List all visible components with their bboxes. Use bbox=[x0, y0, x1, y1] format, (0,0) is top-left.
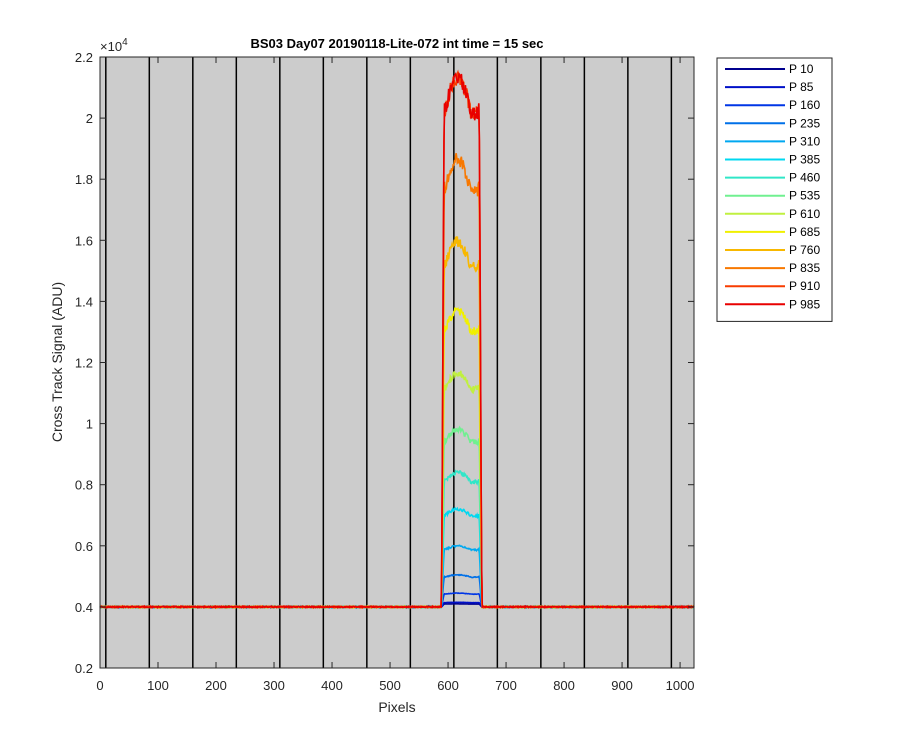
x-tick-label: 200 bbox=[205, 678, 227, 693]
y-tick-label: 2.2 bbox=[75, 50, 93, 65]
plot-background bbox=[100, 57, 694, 668]
legend-entry-label: P 760 bbox=[789, 243, 820, 257]
y-tick-label: 1.6 bbox=[75, 233, 93, 248]
y-tick-label: 2 bbox=[86, 111, 93, 126]
legend-box bbox=[716, 57, 833, 322]
y-axis-label: Cross Track Signal (ADU) bbox=[49, 282, 65, 442]
series-lines bbox=[99, 69, 695, 610]
x-tick-label: 700 bbox=[495, 678, 517, 693]
y-exponent-power: 4 bbox=[122, 37, 128, 48]
x-tick-label: 0 bbox=[96, 678, 103, 693]
series-line-13 bbox=[99, 71, 695, 610]
x-tick-label: 400 bbox=[321, 678, 343, 693]
x-tick-label: 900 bbox=[611, 678, 633, 693]
y-tick-label: 1.2 bbox=[75, 356, 93, 371]
legend-entry-label: P 685 bbox=[789, 225, 820, 239]
y-tick-label: 0.6 bbox=[75, 539, 93, 554]
legend-entry-label: P 460 bbox=[789, 171, 820, 185]
x-axis-label: Pixels bbox=[378, 699, 415, 715]
legend-entry-label: P 160 bbox=[789, 98, 820, 112]
y-tick-label: 1 bbox=[86, 417, 93, 432]
x-tick-label: 500 bbox=[379, 678, 401, 693]
legend-entry-label: P 535 bbox=[789, 189, 820, 203]
y-tick-label: 0.4 bbox=[75, 600, 93, 615]
legend-entry-label: P 235 bbox=[789, 116, 820, 130]
legend-entry-label: P 610 bbox=[789, 207, 820, 221]
x-tick-label: 800 bbox=[553, 678, 575, 693]
vertical-lines bbox=[105, 57, 673, 668]
legend-entry-label: P 385 bbox=[789, 153, 820, 167]
y-tick-label: 0.8 bbox=[75, 478, 93, 493]
y-axis-exponent: ×104 bbox=[100, 37, 128, 54]
chart-title: BS03 Day07 20190118-Lite-072 int time = … bbox=[250, 36, 543, 51]
legend-entry-label: P 985 bbox=[789, 297, 820, 311]
legend-entry-label: P 835 bbox=[789, 261, 820, 275]
y-tick-label: 1.8 bbox=[75, 172, 93, 187]
legend-entry-label: P 910 bbox=[789, 279, 820, 293]
x-tick-label: 100 bbox=[147, 678, 169, 693]
legend-entry-label: P 10 bbox=[789, 62, 814, 76]
legend-entry-label: P 85 bbox=[789, 80, 814, 94]
legend: P 10 P 85 P 160 P 235 P 310 P 385 P 460 P 535 P … bbox=[716, 57, 833, 322]
y-exponent-base: ×10 bbox=[100, 39, 122, 54]
x-tick-label: 300 bbox=[263, 678, 285, 693]
x-axis-ticks: 0 100 200 300 400 500 600 700 800 900 1000 bbox=[96, 57, 695, 693]
y-tick-label: 1.4 bbox=[75, 294, 93, 309]
legend-entry-label: P 310 bbox=[789, 134, 820, 148]
y-tick-label: 0.2 bbox=[75, 661, 93, 676]
x-tick-label: 600 bbox=[437, 678, 459, 693]
y-axis-ticks: 0.2 0.4 0.6 0.8 1 1.2 1.4 1.6 1.8 2 2.2 bbox=[75, 50, 694, 676]
x-tick-label: 1000 bbox=[666, 678, 695, 693]
